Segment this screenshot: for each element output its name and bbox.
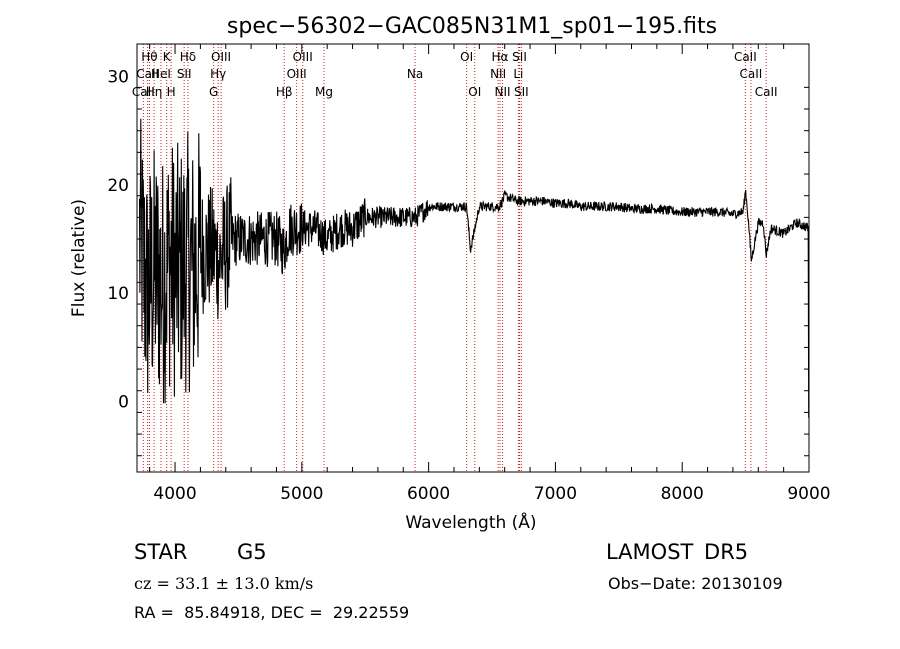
spectral-line-label: CaII xyxy=(734,50,757,64)
redshift-value: cz = 33.1 ± 13.0 km/s xyxy=(134,574,314,593)
x-tick-label: 5000 xyxy=(280,484,323,504)
spectral-line-label: OI xyxy=(468,85,481,99)
plot-axes: 4000 5000 6000 7000 8000 9000 0 10 20 30 xyxy=(107,43,831,504)
spectral-line-label: Hα xyxy=(492,50,509,64)
spectral-line-label: NII xyxy=(490,67,506,81)
spectral-line-label: K xyxy=(163,50,172,64)
spectral-line-label: NII xyxy=(495,85,511,99)
spectral-line-label: Na xyxy=(407,67,423,81)
x-tick-label: 4000 xyxy=(153,484,196,504)
spectral-line-label: Mg xyxy=(315,85,333,99)
plot-frame xyxy=(136,43,810,473)
y-tick-label: 20 xyxy=(107,176,129,196)
y-tick-label: 0 xyxy=(118,393,129,413)
y-tick-label: 10 xyxy=(107,284,129,304)
spectrum-line xyxy=(138,118,810,418)
sky-coordinates: RA = 85.84918, DEC = 29.22559 xyxy=(134,603,410,622)
spectral-line-label: G xyxy=(209,85,218,99)
spectral-line-label: SII xyxy=(512,50,527,64)
spectral-subclass: G5 xyxy=(237,540,267,564)
survey-name: LAMOST DR5 xyxy=(606,540,749,564)
chart-title: spec−56302−GAC085N31M1_sp01−195.fits xyxy=(227,14,717,39)
object-class: STAR xyxy=(134,540,188,564)
spectral-line-markers xyxy=(142,44,767,472)
observation-date: Obs−Date: 20130109 xyxy=(608,574,783,593)
spectral-line-label: CaII xyxy=(136,67,159,81)
spectral-line-label: H xyxy=(167,85,176,99)
spectral-line-label: Hδ xyxy=(180,50,196,64)
spectral-line-label: SII xyxy=(177,67,192,81)
spectral-line-label: HeI xyxy=(151,67,171,81)
spectral-line-label: Li xyxy=(513,67,523,81)
spectral-line-label: CaII xyxy=(755,85,778,99)
x-tick-label: 9000 xyxy=(787,484,830,504)
spectral-line-label: OIII xyxy=(293,50,313,64)
spectral-line-label: OI xyxy=(460,50,473,64)
x-tick-label: 6000 xyxy=(407,484,450,504)
spectral-line-label: Hβ xyxy=(276,85,293,99)
spectral-line-label: OIII xyxy=(211,50,231,64)
x-axis-label: Wavelength (Å) xyxy=(405,511,536,533)
spectral-line-label: Hγ xyxy=(210,67,226,81)
spectral-line-label: Hθ xyxy=(141,50,157,64)
y-tick-label: 30 xyxy=(107,68,129,88)
spectral-line-label: CaII xyxy=(132,85,155,99)
x-tick-label: 8000 xyxy=(661,484,704,504)
y-axis-label: Flux (relative) xyxy=(69,199,89,317)
x-tick-label: 7000 xyxy=(534,484,577,504)
spectral-line-label: Hη xyxy=(146,85,163,99)
spectral-line-label: CaII xyxy=(740,67,763,81)
spectral-line-label: SII xyxy=(514,85,529,99)
spectral-line-label: OIII xyxy=(287,67,307,81)
